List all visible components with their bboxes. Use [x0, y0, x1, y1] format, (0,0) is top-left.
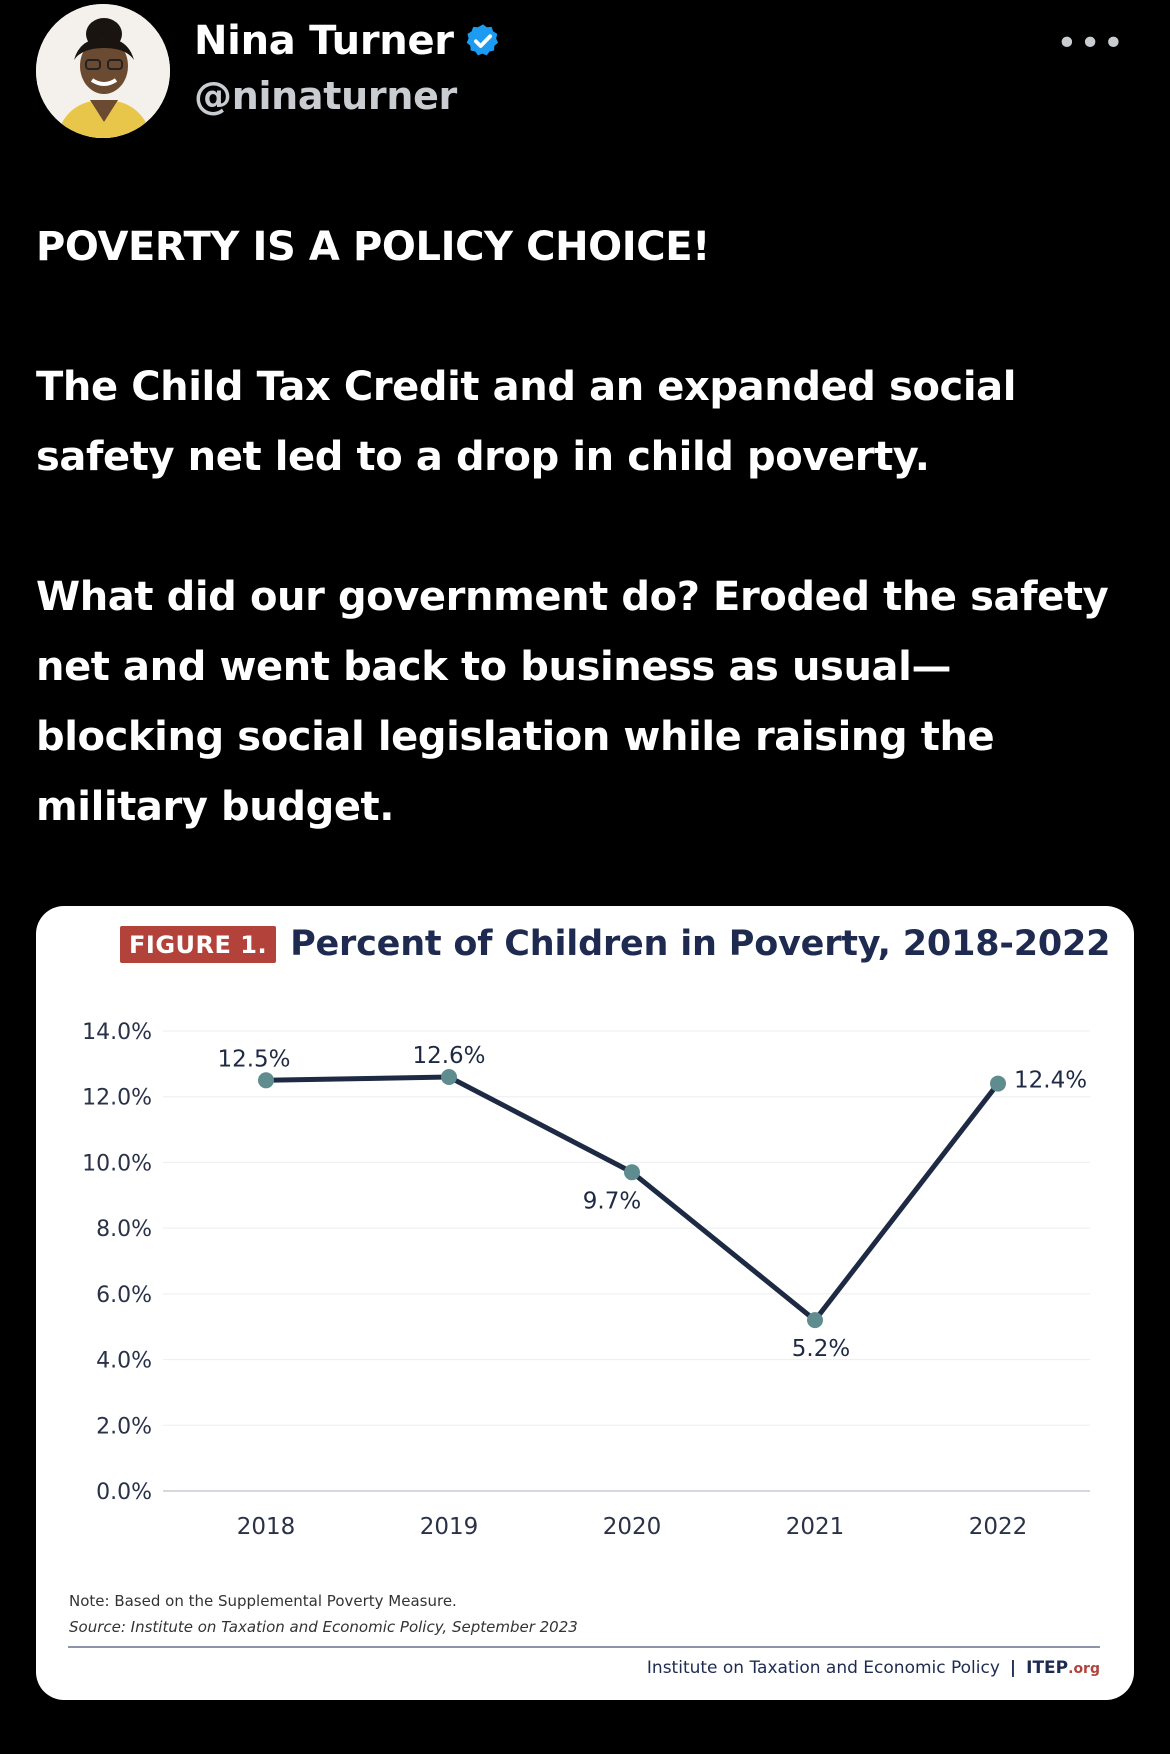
figure-badge: FIGURE 1. [120, 925, 277, 963]
data-label: 12.5% [217, 1046, 290, 1072]
avatar[interactable] [36, 4, 170, 138]
line-chart: 0.0% 2.0% 4.0% 6.0% 8.0% 10.0% 12.0% 14.0% 2018 2… [82, 1020, 1090, 1540]
chart-footer: Institute on Taxation and Economic Polic… [647, 1658, 1100, 1678]
y-tick-label: 12.0% [82, 1086, 152, 1111]
data-label: 12.6% [412, 1043, 485, 1069]
y-tick-label: 0.0% [96, 1480, 152, 1505]
footer-itep: ITEP [1026, 1658, 1069, 1678]
data-point [258, 1072, 274, 1089]
figure-header: FIGURE 1. Percent of Children in Poverty… [120, 924, 1111, 964]
data-label: 12.4% [1014, 1068, 1087, 1094]
chart-note: Note: Based on the Supplemental Poverty … [69, 1592, 457, 1610]
y-tick-label: 6.0% [96, 1283, 152, 1308]
y-tick-label: 4.0% [96, 1349, 152, 1374]
x-tick-label: 2020 [603, 1514, 662, 1540]
more-options-icon[interactable]: ••• [1056, 23, 1126, 64]
tweet-paragraph-3: What did our government do? Eroded the s… [36, 574, 1109, 830]
footer-org: Institute on Taxation and Economic Polic… [646, 1658, 1000, 1678]
author-handle[interactable]: @ninaturner [194, 74, 457, 118]
data-label: 9.7% [583, 1188, 641, 1214]
footer-dotorg: .org [1068, 1661, 1100, 1677]
x-tick-label: 2018 [237, 1514, 296, 1540]
y-tick-label: 10.0% [82, 1151, 152, 1176]
tweet-header: Nina Turner @ninaturner ••• [36, 4, 1136, 144]
data-point [624, 1164, 640, 1181]
data-point [807, 1312, 823, 1329]
chart-source: Source: Institute on Taxation and Econom… [69, 1618, 578, 1636]
data-point [441, 1069, 457, 1085]
y-tick-label: 2.0% [96, 1414, 152, 1439]
y-tick-label: 8.0% [96, 1217, 152, 1242]
chart-title: Percent of Children in Poverty, 2018-202… [290, 924, 1111, 964]
data-point [990, 1075, 1006, 1092]
chart-notes: Note: Based on the Supplemental Poverty … [69, 1588, 578, 1640]
tweet-paragraph-2: The Child Tax Credit and an expanded soc… [36, 364, 1017, 480]
footer-divider [68, 1646, 1100, 1648]
attached-image-card[interactable]: FIGURE 1. Percent of Children in Poverty… [36, 906, 1134, 1700]
x-tick-label: 2019 [420, 1514, 479, 1540]
x-tick-label: 2021 [786, 1514, 845, 1540]
data-label: 5.2% [792, 1336, 850, 1362]
tweet-text: POVERTY IS A POLICY CHOICE! The Child Ta… [36, 212, 1136, 842]
tweet-paragraph-1: POVERTY IS A POLICY CHOICE! [36, 224, 710, 270]
x-tick-label: 2022 [969, 1514, 1028, 1540]
author-name-row[interactable]: Nina Turner [194, 18, 502, 64]
y-tick-label: 14.0% [82, 1020, 152, 1045]
footer-separator: | [1009, 1658, 1017, 1678]
author-name[interactable]: Nina Turner [194, 18, 454, 64]
verified-badge-icon [466, 24, 498, 56]
